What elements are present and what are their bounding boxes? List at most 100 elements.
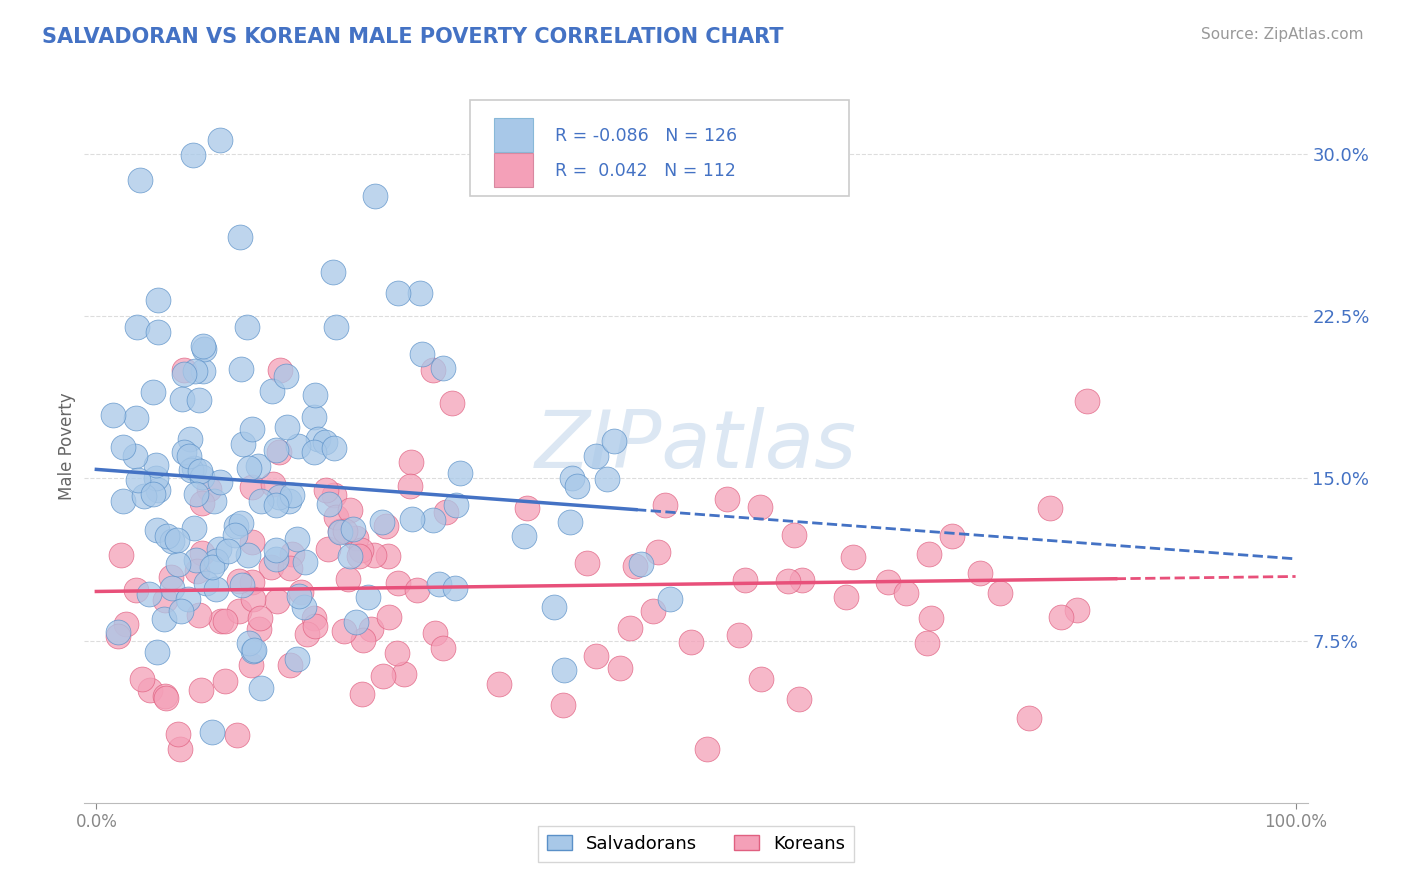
Point: [188, 393, 211, 408]
Point: [408, 286, 430, 301]
Point: [186, 486, 208, 500]
Point: [266, 594, 288, 608]
Point: [177, 450, 200, 464]
Point: [333, 624, 356, 638]
Point: [184, 552, 207, 566]
Point: [990, 586, 1012, 600]
Point: [609, 661, 631, 675]
Point: [152, 612, 174, 626]
Point: [399, 455, 422, 469]
Point: [193, 339, 215, 353]
Point: [783, 527, 806, 541]
Point: [242, 592, 264, 607]
Point: [443, 581, 465, 595]
Point: [247, 623, 270, 637]
Point: [385, 646, 408, 660]
Point: [214, 614, 236, 628]
Point: [603, 434, 626, 448]
Text: ZIPatlas: ZIPatlas: [534, 407, 858, 485]
Point: [107, 625, 129, 640]
Point: [360, 622, 382, 636]
Point: [183, 520, 205, 534]
Point: [357, 590, 380, 604]
Point: [287, 439, 309, 453]
Point: [276, 368, 298, 383]
Point: [1076, 394, 1098, 409]
Point: [231, 578, 253, 592]
Point: [240, 658, 263, 673]
Point: [323, 488, 346, 502]
Point: [166, 558, 188, 572]
Point: [322, 441, 344, 455]
Point: [146, 325, 169, 339]
Point: [131, 672, 153, 686]
Point: [170, 604, 193, 618]
Point: [208, 541, 231, 556]
Point: [229, 361, 252, 376]
Point: [347, 549, 370, 563]
Point: [190, 683, 212, 698]
Point: [156, 528, 179, 542]
Point: [225, 518, 247, 533]
Point: [200, 725, 222, 739]
Point: [166, 726, 188, 740]
Point: [425, 625, 447, 640]
Point: [696, 741, 718, 756]
Point: [292, 599, 315, 614]
Point: [1018, 711, 1040, 725]
Point: [641, 604, 664, 618]
Point: [716, 491, 738, 506]
Point: [269, 445, 291, 459]
Point: [630, 557, 652, 571]
Point: [304, 388, 326, 402]
Point: [679, 634, 702, 648]
Point: [302, 611, 325, 625]
Point: [1050, 610, 1073, 624]
Point: [352, 633, 374, 648]
Point: [101, 408, 124, 422]
Point: [434, 505, 457, 519]
Point: [209, 133, 232, 147]
Point: [363, 548, 385, 562]
Point: [658, 591, 681, 606]
Point: [920, 610, 942, 624]
Point: [325, 320, 347, 334]
Point: [398, 479, 420, 493]
Point: [201, 560, 224, 574]
Point: [565, 479, 588, 493]
Point: [191, 364, 214, 378]
Point: [132, 490, 155, 504]
Point: [560, 515, 582, 529]
Point: [247, 459, 270, 474]
Point: [1038, 500, 1060, 515]
Point: [260, 384, 283, 398]
Point: [344, 531, 367, 545]
Text: R =  0.042   N = 112: R = 0.042 N = 112: [555, 162, 737, 180]
Point: [285, 532, 308, 546]
Point: [441, 396, 464, 410]
Point: [748, 500, 770, 514]
Point: [427, 577, 450, 591]
Point: [350, 542, 373, 557]
Point: [217, 543, 239, 558]
Point: [209, 615, 232, 629]
Text: SALVADORAN VS KOREAN MALE POVERTY CORRELATION CHART: SALVADORAN VS KOREAN MALE POVERTY CORREL…: [42, 27, 783, 46]
Point: [325, 510, 347, 524]
Point: [276, 420, 298, 434]
Point: [266, 498, 288, 512]
Point: [145, 458, 167, 472]
Text: Source: ZipAtlas.com: Source: ZipAtlas.com: [1201, 27, 1364, 42]
Point: [238, 635, 260, 649]
Point: [373, 668, 395, 682]
Point: [624, 558, 647, 573]
Point: [516, 500, 538, 515]
Point: [110, 549, 132, 563]
Point: [776, 574, 799, 588]
Point: [619, 621, 641, 635]
Point: [342, 522, 364, 536]
Point: [941, 529, 963, 543]
Point: [142, 486, 165, 500]
Point: [250, 681, 273, 696]
Point: [344, 615, 367, 630]
Point: [190, 546, 212, 560]
